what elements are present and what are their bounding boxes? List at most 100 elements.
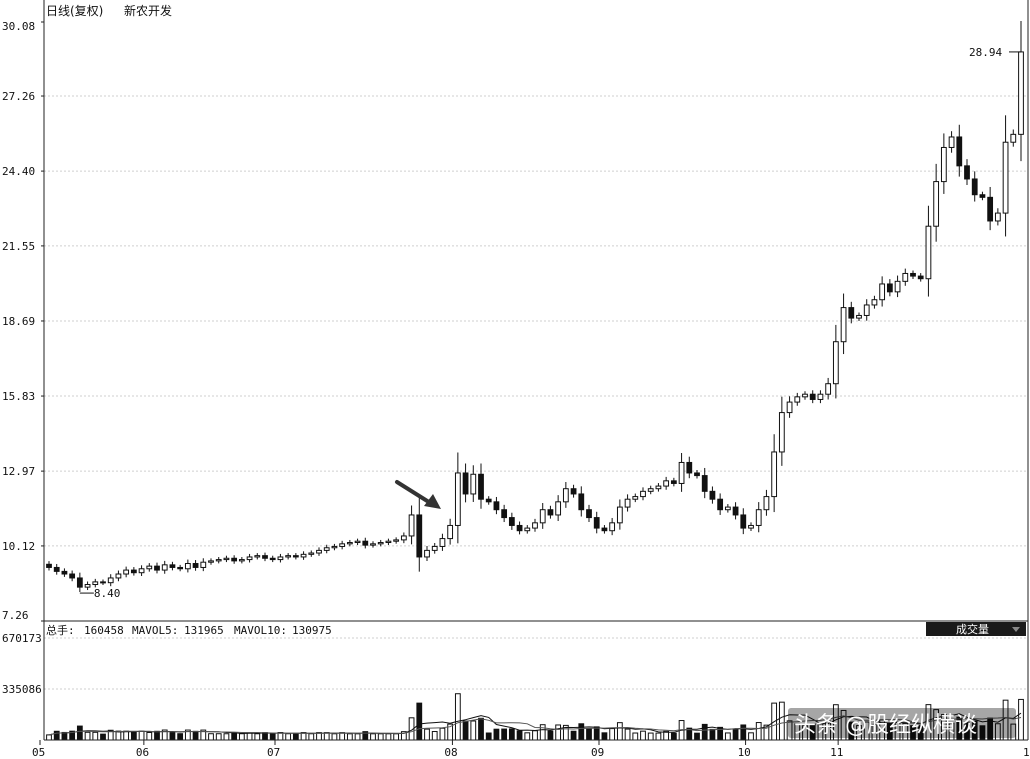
candle-body: [485, 498, 492, 503]
volume-bar: [616, 722, 623, 741]
candle-body: [547, 509, 554, 516]
volume-total-label: 总手:: [46, 623, 75, 637]
volume-bar: [208, 733, 214, 741]
chevron-down-icon[interactable]: [1012, 627, 1020, 632]
volume-bar: [694, 732, 700, 741]
y-tick-label: 27.26: [2, 90, 35, 103]
candle-body: [686, 461, 693, 474]
volume-bar: [586, 728, 592, 741]
candle-body: [740, 514, 747, 529]
candle-body: [925, 225, 932, 280]
candle-body: [578, 493, 585, 511]
volume-tick-label: 670173: [2, 632, 42, 645]
candle-body: [138, 568, 145, 574]
candle-body: [107, 577, 114, 584]
volume-bar: [100, 733, 106, 741]
candle-body: [161, 564, 168, 571]
candle-body: [370, 543, 376, 546]
candle-body: [393, 539, 400, 542]
volume-bar: [493, 728, 500, 741]
candle-body: [354, 540, 361, 544]
volume-bar: [778, 701, 785, 741]
candle-body: [555, 501, 562, 516]
volume-bar: [655, 732, 662, 741]
watermark-bg: [788, 708, 1016, 738]
candle-body: [848, 307, 855, 319]
candle-body: [825, 383, 832, 395]
volume-bar: [640, 730, 646, 741]
candle-body: [231, 557, 238, 562]
volume-bar: [732, 728, 739, 741]
x-tick-label: 06: [136, 746, 149, 759]
candle-body: [416, 514, 423, 558]
candle-body: [100, 581, 106, 584]
candle-body: [269, 557, 276, 561]
candle-body: [802, 393, 808, 398]
candle-body: [601, 527, 608, 532]
candle-body: [809, 393, 816, 400]
candle-body: [130, 569, 137, 574]
volume-bar: [130, 731, 137, 741]
candle-body: [794, 396, 801, 403]
candle-body: [408, 514, 415, 537]
candle-body: [508, 517, 515, 526]
candle-body: [1002, 141, 1009, 214]
candle-body: [771, 451, 778, 498]
y-tick-label: 21.55: [2, 240, 35, 253]
candle-body: [1018, 51, 1024, 135]
candle-body: [400, 535, 407, 541]
x-tick-label: 09: [591, 746, 604, 759]
x-tick-label: 08: [444, 746, 457, 759]
candle-body: [308, 552, 315, 555]
candle-body: [840, 307, 847, 343]
candle-body: [424, 549, 430, 558]
candle-body: [817, 393, 824, 400]
volume-bar: [740, 724, 747, 741]
volume-bar: [354, 733, 361, 741]
candle-body: [678, 461, 685, 484]
volume-bar: [323, 732, 330, 741]
mavol10-label: MAVOL10:: [234, 624, 287, 637]
candle-body: [331, 545, 338, 549]
y-tick-label: 12.97: [2, 465, 35, 478]
volume-badge-bg[interactable]: [926, 622, 1026, 636]
candle-body: [177, 566, 184, 570]
candle-body: [254, 555, 261, 558]
arrow-head: [424, 494, 441, 509]
volume-bar: [424, 728, 430, 741]
candle-body: [979, 194, 986, 198]
high-price-label: 28.94: [969, 46, 1002, 59]
candle-body: [323, 547, 330, 551]
candle-body: [609, 522, 616, 532]
candle-body: [709, 490, 716, 500]
volume-bar: [624, 728, 631, 741]
volume-bar: [1018, 698, 1024, 741]
volume-bar: [547, 730, 554, 741]
candle-body: [778, 412, 785, 453]
volume-badge[interactable]: 成交量: [956, 622, 989, 636]
candle-body: [948, 136, 955, 148]
watermark: 头条 @股经纵横谈: [794, 713, 977, 738]
candle-body: [431, 545, 438, 551]
candle-body: [917, 275, 924, 280]
volume-bar: [76, 725, 83, 741]
candle-body: [223, 557, 230, 561]
volume-bar: [146, 731, 153, 741]
candle-body: [92, 581, 99, 586]
candle-body: [616, 506, 623, 524]
x-tick-label: 12: [1023, 746, 1030, 759]
candle-body: [215, 559, 222, 562]
candle-body: [262, 555, 268, 559]
candle-body: [246, 556, 253, 561]
candle-body: [879, 283, 886, 301]
volume-bar: [262, 732, 268, 741]
x-tick-label: 11: [830, 746, 843, 759]
volume-bar: [454, 693, 461, 741]
volume-bar: [393, 733, 400, 741]
candle-body: [593, 517, 600, 529]
y-tick-label: 7.26: [2, 609, 29, 622]
candle-body: [562, 488, 569, 503]
candle-body: [655, 485, 662, 490]
candle-body: [123, 569, 130, 575]
volume-bar: [508, 728, 515, 741]
